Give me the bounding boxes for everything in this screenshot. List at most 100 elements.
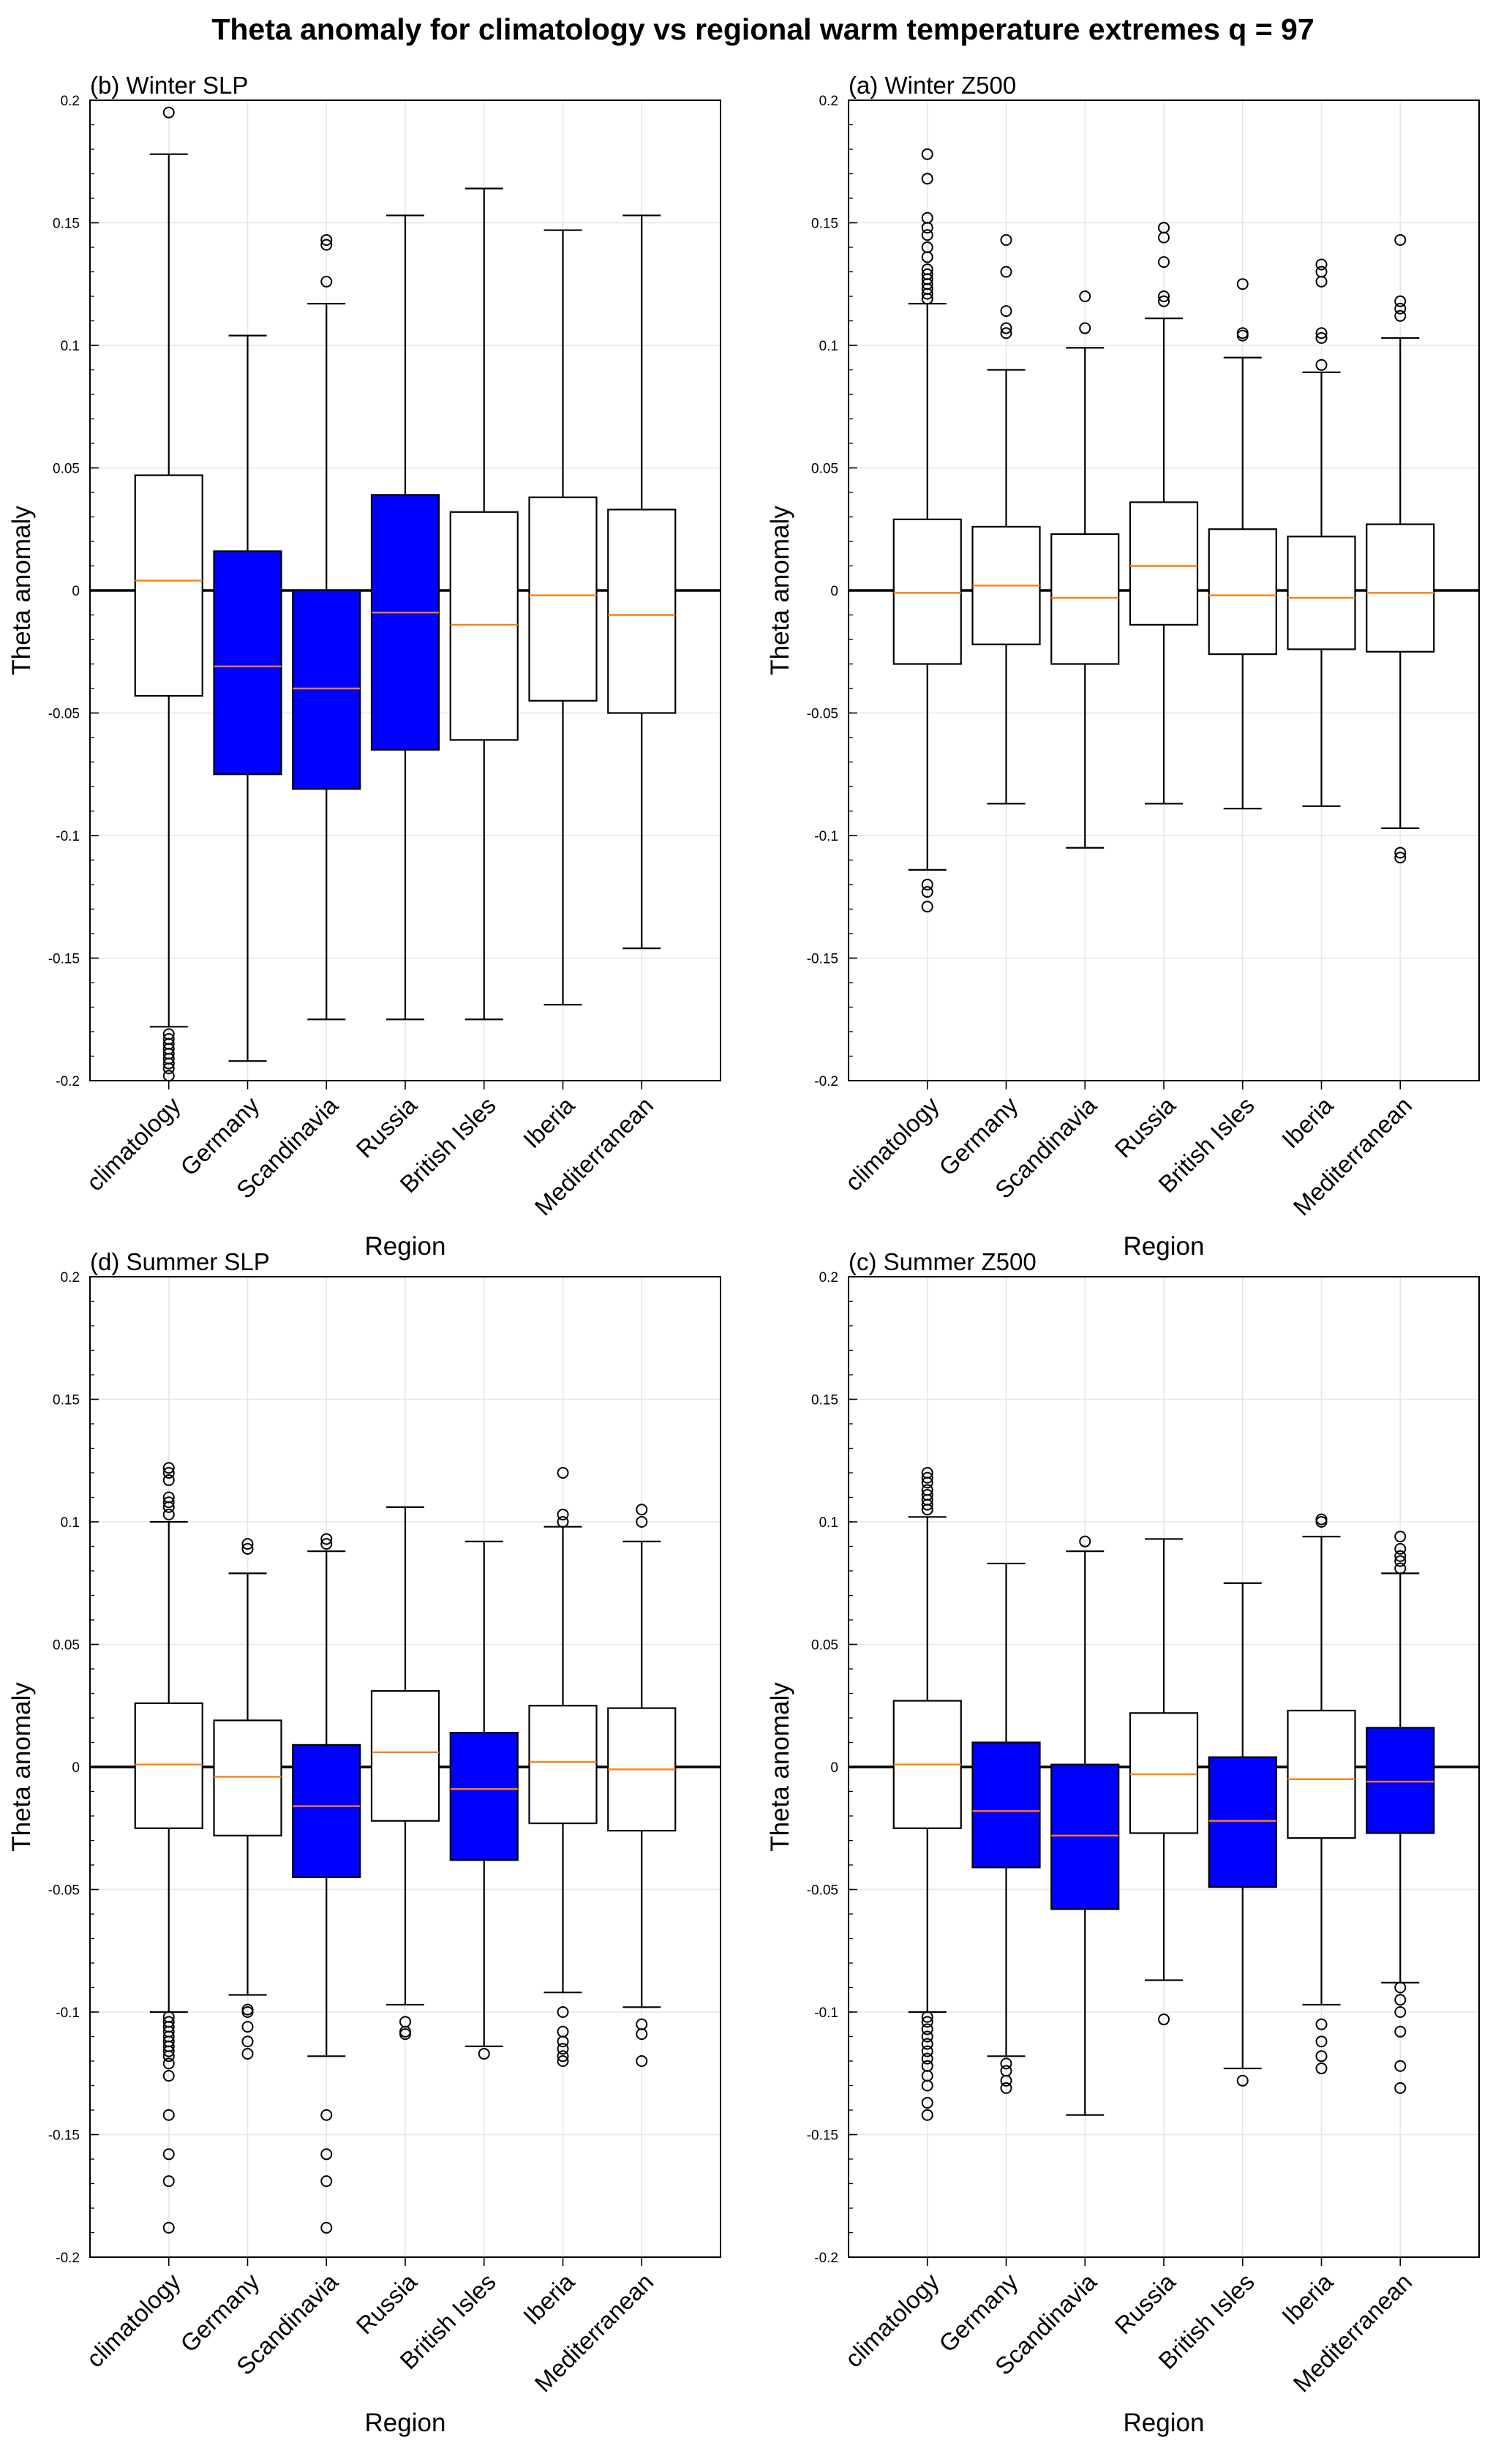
box-mediterranean xyxy=(607,214,677,950)
flier-point xyxy=(162,2175,175,2188)
flier-point xyxy=(1079,1535,1091,1547)
box-british-isles xyxy=(449,1540,519,2060)
x-tick-label: climatology xyxy=(81,2267,186,2372)
box-scandinavia xyxy=(292,1533,361,2234)
flier-point xyxy=(557,2050,569,2063)
x-tick-label: Iberia xyxy=(518,2267,580,2330)
y-tick-label: 0.1 xyxy=(61,339,80,354)
axes-frame xyxy=(848,1276,1480,2258)
flier-point xyxy=(399,2028,411,2041)
axes-frame xyxy=(89,1276,721,2258)
box-iqr xyxy=(1366,523,1435,653)
flier-point xyxy=(1394,302,1407,315)
flier-point xyxy=(1315,2063,1328,2075)
flier-point xyxy=(557,2055,569,2067)
flier-point xyxy=(636,1504,648,1516)
y-tick-label: -0.1 xyxy=(814,829,838,844)
y-tick-label: -0.1 xyxy=(814,2005,838,2021)
box-iqr xyxy=(449,511,519,741)
flier-point xyxy=(162,2221,175,2234)
flier-point xyxy=(1394,2060,1407,2072)
flier-point xyxy=(162,106,175,119)
y-tick-label: 0.2 xyxy=(819,1270,838,1286)
box-iqr xyxy=(1287,536,1356,650)
box-iqr xyxy=(1129,501,1199,626)
flier-point xyxy=(1236,2074,1249,2087)
flier-point xyxy=(1394,295,1407,307)
panel-title: (b) Winter SLP xyxy=(90,72,248,99)
flier-point xyxy=(921,1476,933,1489)
box-iberia xyxy=(528,229,598,1006)
x-tick-label: Iberia xyxy=(1276,1091,1339,1153)
box-iqr xyxy=(528,496,598,702)
flier-point xyxy=(1315,1516,1328,1528)
x-tick-label: Iberia xyxy=(518,1091,580,1153)
flier-point xyxy=(478,2047,490,2060)
box-iqr xyxy=(1129,1712,1199,1834)
flier-point xyxy=(1315,359,1328,371)
y-axis-label: Theta anomaly xyxy=(766,1682,794,1852)
box-scandinavia xyxy=(292,233,361,1021)
flier-point xyxy=(1000,266,1012,278)
flier-point xyxy=(1000,2074,1012,2087)
panel-title: (a) Winter Z500 xyxy=(849,72,1016,99)
x-tick-label: climatology xyxy=(81,1091,186,1196)
x-tick-label: Russia xyxy=(1109,1091,1181,1163)
flier-point xyxy=(1394,1994,1407,2006)
flier-point xyxy=(162,2148,175,2161)
flier-point xyxy=(1000,2057,1012,2070)
flier-point xyxy=(921,2079,933,2092)
y-tick-label: 0.15 xyxy=(811,217,838,232)
y-tick-label: 0.05 xyxy=(53,1638,80,1654)
y-tick-label: 0.05 xyxy=(53,462,80,477)
flier-point xyxy=(162,1474,175,1487)
flier-point xyxy=(557,2035,569,2048)
flier-point xyxy=(921,288,933,300)
flier-point xyxy=(1394,233,1407,246)
box-iqr xyxy=(134,1702,203,1829)
flier-point xyxy=(241,2006,254,2018)
chart-panel-3: 0.2 0.15 0.1 0.05 0 -0.05 -0.1 -0.15 -0.2climato… xyxy=(7,1248,721,2437)
box-iqr xyxy=(971,1741,1041,1869)
panel-title: (d) Summer SLP xyxy=(90,1248,270,1275)
x-axis-label: Region xyxy=(365,1232,446,1261)
chart-panel-4: 0.2 0.15 0.1 0.05 0 -0.05 -0.1 -0.15 -0.2climato… xyxy=(766,1248,1480,2437)
y-tick-label: -0.05 xyxy=(48,707,80,722)
x-axis-label: Region xyxy=(365,2409,446,2437)
flier-point xyxy=(162,1508,175,1520)
flier-point xyxy=(921,2109,933,2121)
flier-point xyxy=(1158,295,1170,307)
box-iqr xyxy=(134,474,203,697)
chart-panel-1: 0.2 0.15 0.1 0.05 0 -0.05 -0.1 -0.15 -0.2climato… xyxy=(7,72,721,1261)
box-iqr xyxy=(1366,1727,1435,1834)
flier-point xyxy=(1315,275,1328,288)
flier-point xyxy=(1315,258,1328,271)
y-tick-label: -0.2 xyxy=(814,2251,838,2266)
x-tick-label: Russia xyxy=(350,2267,422,2339)
y-tick-label: 0.15 xyxy=(811,1393,838,1408)
flier-point xyxy=(921,2038,933,2050)
flier-point xyxy=(320,233,333,246)
y-tick-label: -0.15 xyxy=(807,2128,838,2144)
box-climatology xyxy=(134,1462,203,2234)
flier-point xyxy=(921,173,933,185)
y-tick-label: 0.2 xyxy=(819,94,838,109)
flier-point xyxy=(921,886,933,898)
flier-point xyxy=(320,2221,333,2234)
box-iqr xyxy=(449,1732,519,1861)
box-russia xyxy=(1129,222,1199,805)
flier-point xyxy=(921,2023,933,2035)
y-tick-label: -0.1 xyxy=(56,2005,80,2021)
flier-point xyxy=(921,2011,933,2023)
flier-point xyxy=(320,2148,333,2161)
y-tick-label: -0.05 xyxy=(807,707,838,722)
flier-point xyxy=(1315,327,1328,339)
flier-point xyxy=(557,1467,569,1479)
flier-point xyxy=(241,2047,254,2060)
flier-point xyxy=(241,1538,254,1550)
box-iqr xyxy=(1050,533,1120,665)
x-tick-label: Iberia xyxy=(1276,2267,1339,2330)
y-tick-label: -0.2 xyxy=(56,2251,80,2266)
flier-point xyxy=(636,1516,648,1528)
y-tick-label: 0.15 xyxy=(53,217,80,232)
